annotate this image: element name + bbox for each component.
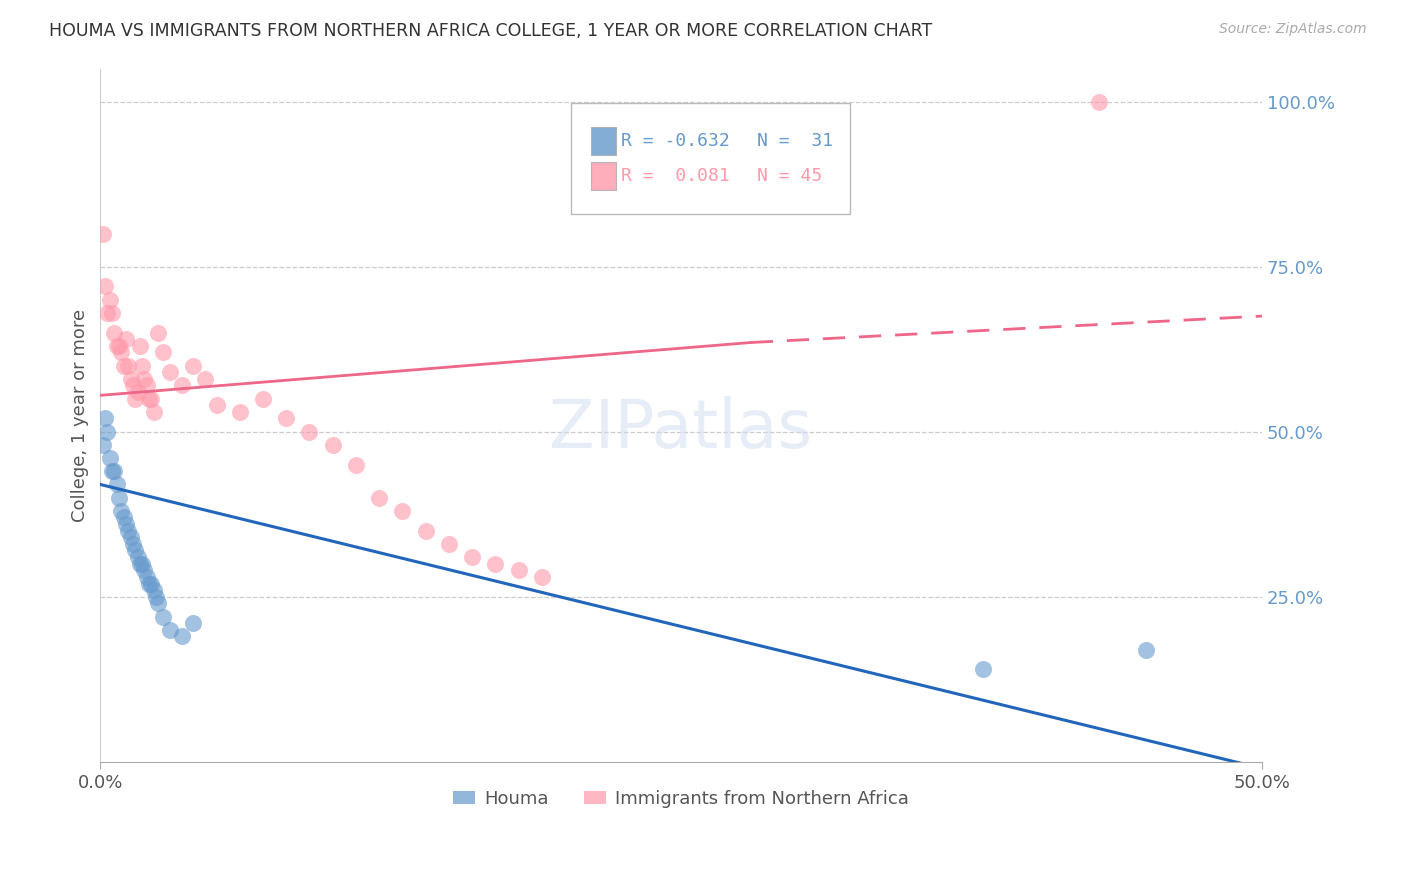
Text: N = 45: N = 45 bbox=[756, 167, 823, 185]
Point bbox=[120, 530, 142, 544]
Point bbox=[461, 550, 484, 565]
Point bbox=[108, 491, 131, 505]
Point bbox=[110, 345, 132, 359]
Point bbox=[131, 359, 153, 373]
Point bbox=[96, 306, 118, 320]
Point bbox=[141, 392, 163, 406]
Point bbox=[229, 405, 252, 419]
Text: ZIPatlas: ZIPatlas bbox=[550, 396, 813, 462]
Point bbox=[105, 477, 128, 491]
Text: Source: ZipAtlas.com: Source: ZipAtlas.com bbox=[1219, 22, 1367, 37]
Point bbox=[103, 464, 125, 478]
Point bbox=[138, 576, 160, 591]
Point bbox=[110, 504, 132, 518]
Point bbox=[117, 359, 139, 373]
Point bbox=[159, 365, 181, 379]
Point bbox=[115, 517, 138, 532]
Point bbox=[108, 339, 131, 353]
Point bbox=[105, 339, 128, 353]
FancyBboxPatch shape bbox=[591, 162, 616, 190]
Text: HOUMA VS IMMIGRANTS FROM NORTHERN AFRICA COLLEGE, 1 YEAR OR MORE CORRELATION CHA: HOUMA VS IMMIGRANTS FROM NORTHERN AFRICA… bbox=[49, 22, 932, 40]
Point bbox=[145, 590, 167, 604]
Point bbox=[127, 385, 149, 400]
FancyBboxPatch shape bbox=[571, 103, 849, 214]
Point bbox=[94, 279, 117, 293]
Point bbox=[368, 491, 391, 505]
Point bbox=[142, 405, 165, 419]
Point bbox=[508, 563, 530, 577]
Point bbox=[148, 326, 170, 340]
Point bbox=[101, 306, 124, 320]
Point bbox=[148, 596, 170, 610]
Point bbox=[159, 623, 181, 637]
FancyBboxPatch shape bbox=[591, 128, 616, 155]
Point bbox=[152, 345, 174, 359]
Point bbox=[124, 543, 146, 558]
Point bbox=[112, 510, 135, 524]
Text: R =  0.081: R = 0.081 bbox=[620, 167, 730, 185]
Point bbox=[96, 425, 118, 439]
Point bbox=[181, 616, 204, 631]
Point bbox=[91, 438, 114, 452]
Point bbox=[170, 378, 193, 392]
Point bbox=[98, 451, 121, 466]
Point bbox=[972, 662, 994, 676]
Point bbox=[117, 524, 139, 538]
Point bbox=[181, 359, 204, 373]
Point bbox=[194, 372, 217, 386]
Point bbox=[115, 332, 138, 346]
Point bbox=[1135, 642, 1157, 657]
Point bbox=[484, 557, 506, 571]
Point bbox=[128, 557, 150, 571]
Point bbox=[112, 359, 135, 373]
Point bbox=[1088, 95, 1111, 109]
Text: N =  31: N = 31 bbox=[756, 132, 832, 151]
Point bbox=[276, 411, 298, 425]
Point bbox=[103, 326, 125, 340]
Point bbox=[205, 398, 228, 412]
Point bbox=[98, 293, 121, 307]
Point bbox=[91, 227, 114, 241]
Point bbox=[120, 372, 142, 386]
Point bbox=[415, 524, 437, 538]
Point bbox=[94, 411, 117, 425]
Text: R = -0.632: R = -0.632 bbox=[620, 132, 730, 151]
Point bbox=[170, 629, 193, 643]
Y-axis label: College, 1 year or more: College, 1 year or more bbox=[72, 309, 89, 522]
Point bbox=[127, 550, 149, 565]
Point bbox=[101, 464, 124, 478]
Point bbox=[135, 378, 157, 392]
Point bbox=[252, 392, 274, 406]
Point bbox=[391, 504, 413, 518]
Point bbox=[131, 557, 153, 571]
Point bbox=[134, 563, 156, 577]
Point bbox=[141, 576, 163, 591]
Point bbox=[322, 438, 344, 452]
Point bbox=[134, 372, 156, 386]
Point bbox=[437, 537, 460, 551]
Point bbox=[344, 458, 367, 472]
Point bbox=[530, 570, 553, 584]
Point bbox=[152, 609, 174, 624]
Point bbox=[138, 392, 160, 406]
Point bbox=[142, 583, 165, 598]
Point bbox=[122, 378, 145, 392]
Point bbox=[135, 570, 157, 584]
Point bbox=[128, 339, 150, 353]
Point bbox=[122, 537, 145, 551]
Legend: Houma, Immigrants from Northern Africa: Houma, Immigrants from Northern Africa bbox=[446, 782, 917, 815]
Point bbox=[124, 392, 146, 406]
Point bbox=[298, 425, 321, 439]
